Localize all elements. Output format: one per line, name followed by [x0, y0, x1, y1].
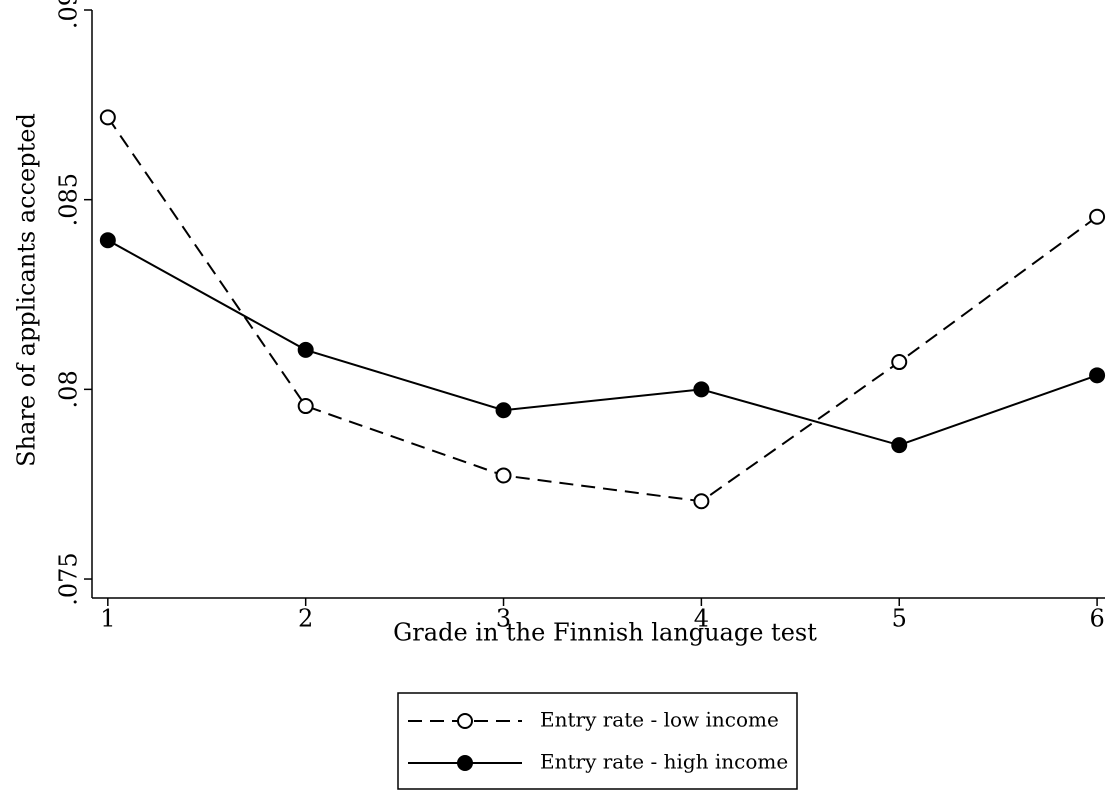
- legend-marker: [457, 713, 473, 729]
- marker: [297, 341, 314, 358]
- series-line: [107, 116, 1098, 503]
- marker: [495, 402, 512, 419]
- y-tick-label: .08: [55, 370, 83, 408]
- x-axis-title: Grade in the Finnish language test: [393, 619, 817, 647]
- y-tick-label: .075: [55, 552, 83, 605]
- marker: [99, 109, 116, 126]
- marker: [891, 354, 908, 371]
- marker: [891, 437, 908, 454]
- series-line: [107, 239, 1098, 447]
- legend-box: [397, 692, 798, 790]
- y-axis-title: Share of applicants accepted: [13, 113, 41, 467]
- y-tick-label: .09: [55, 0, 83, 29]
- y-tick-label: .085: [55, 173, 83, 226]
- x-tick-label: 4: [694, 605, 709, 633]
- x-tick-label: 6: [1089, 605, 1104, 633]
- marker: [495, 467, 512, 484]
- marker: [99, 232, 116, 249]
- legend-marker: [457, 755, 473, 771]
- x-tick-label: 5: [892, 605, 907, 633]
- marker: [297, 398, 314, 415]
- x-tick-label: 2: [298, 605, 313, 633]
- x-tick-label: 3: [496, 605, 511, 633]
- legend-label: Entry rate - high income: [540, 750, 788, 774]
- marker: [1089, 367, 1106, 384]
- x-tick-label: 1: [100, 605, 115, 633]
- marker: [693, 493, 710, 510]
- marker: [1089, 208, 1106, 225]
- legend-label: Entry rate - low income: [540, 708, 779, 732]
- marker: [693, 381, 710, 398]
